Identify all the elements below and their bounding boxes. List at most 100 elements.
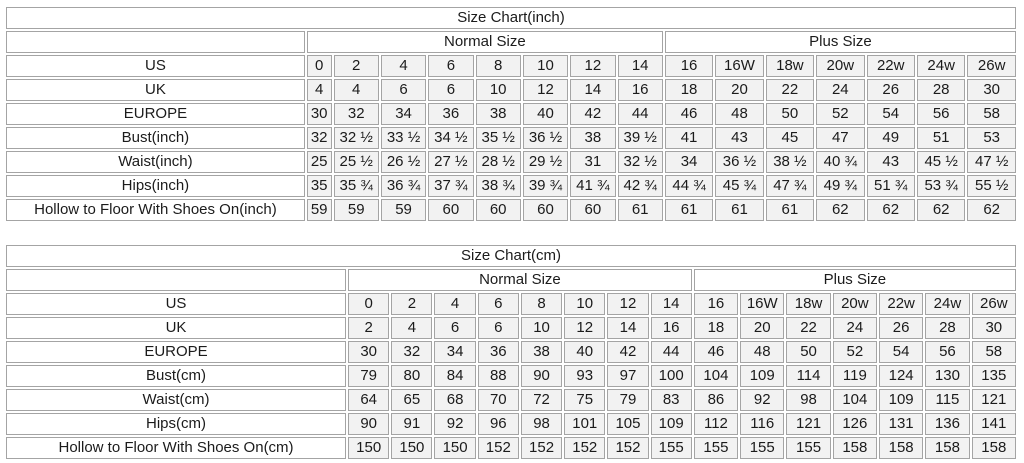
size-value-cell: 26: [866, 79, 915, 101]
size-value-cell: 90: [348, 413, 390, 435]
size-value-cell: 28: [925, 317, 970, 339]
size-value-cell: 46: [664, 103, 714, 125]
size-value-cell: 60: [428, 199, 474, 221]
size-value-cell: 101: [564, 413, 606, 435]
size-value-cell: 49: [866, 127, 915, 149]
size-value-cell: 75: [564, 389, 606, 411]
size-row: UK 4 4 6 6 10 12 14 16 18 20 22 24 26 28 30: [6, 79, 1016, 101]
size-value-cell: 40: [522, 103, 569, 125]
size-value-cell: 16: [650, 317, 692, 339]
size-value-cell: 32: [391, 341, 433, 363]
size-value-cell: 10: [520, 317, 563, 339]
size-value-cell: 79: [607, 389, 649, 411]
size-value-cell: 53 ¾: [916, 175, 966, 197]
size-value-cell: 14: [607, 317, 649, 339]
size-value-cell: 136: [925, 413, 970, 435]
size-value-cell: 42 ¾: [617, 175, 663, 197]
size-value-cell: 26: [878, 317, 924, 339]
size-value-cell: 51: [916, 127, 966, 149]
size-value-cell: 20w: [816, 55, 865, 77]
size-value-cell: 97: [607, 365, 649, 387]
size-value-cell: 4: [380, 55, 427, 77]
size-value-cell: 10: [564, 293, 606, 315]
size-value-cell: 43: [866, 151, 915, 173]
size-value-cell: 121: [786, 413, 831, 435]
row-label: Bust(cm): [6, 365, 347, 387]
size-value-cell: 104: [693, 365, 739, 387]
size-row: UK 2 4 6 6 10 12 14 16 18 20 22 24 26 28 30: [6, 317, 1016, 339]
size-row: Hollow to Floor With Shoes On(inch) 59 59 5…: [6, 199, 1016, 221]
size-value-cell: 72: [520, 389, 563, 411]
table-title: Size Chart(inch): [6, 7, 1016, 29]
size-value-cell: 38 ½: [765, 151, 815, 173]
size-value-cell: 36 ½: [522, 127, 569, 149]
row-label: UK: [6, 79, 305, 101]
normal-size-header: Normal Size: [348, 269, 692, 291]
size-value-cell: 60: [570, 199, 616, 221]
size-value-cell: 40 ¾: [816, 151, 865, 173]
size-value-cell: 47: [816, 127, 865, 149]
size-value-cell: 38 ¾: [475, 175, 521, 197]
size-value-cell: 16: [693, 293, 739, 315]
size-value-cell: 59: [380, 199, 427, 221]
size-row: US 0 2 4 6 8 10 12 14 16 16W 18w 20w 22w 24w 26w: [6, 55, 1016, 77]
size-value-cell: 25: [306, 151, 332, 173]
size-value-cell: 46: [693, 341, 739, 363]
size-value-cell: 155: [786, 437, 831, 459]
size-value-cell: 88: [477, 365, 519, 387]
size-value-cell: 92: [434, 413, 476, 435]
size-value-cell: 59: [333, 199, 379, 221]
plus-size-header: Plus Size: [664, 31, 1016, 53]
size-value-cell: 92: [740, 389, 785, 411]
size-row: US 0 2 4 6 8 10 12 14 16 16W 18w 20w 22w 24w 26w: [6, 293, 1016, 315]
size-value-cell: 53: [967, 127, 1016, 149]
size-value-cell: 79: [348, 365, 390, 387]
size-value-cell: 155: [650, 437, 692, 459]
size-value-cell: 2: [391, 293, 433, 315]
size-value-cell: 43: [715, 127, 764, 149]
size-value-cell: 48: [740, 341, 785, 363]
size-value-cell: 114: [786, 365, 831, 387]
size-value-cell: 109: [740, 365, 785, 387]
size-value-cell: 32: [333, 103, 379, 125]
size-value-cell: 48: [715, 103, 764, 125]
size-value-cell: 14: [570, 79, 616, 101]
size-value-cell: 50: [786, 341, 831, 363]
size-row: EUROPE 30 32 34 36 38 40 42 44 46 48 50 52 54 56 58: [6, 341, 1016, 363]
size-value-cell: 20: [715, 79, 764, 101]
size-value-cell: 32 ½: [617, 151, 663, 173]
size-value-cell: 158: [878, 437, 924, 459]
size-value-cell: 47 ¾: [765, 175, 815, 197]
size-value-cell: 36 ¾: [380, 175, 427, 197]
size-value-cell: 61: [765, 199, 815, 221]
size-value-cell: 56: [916, 103, 966, 125]
size-value-cell: 155: [740, 437, 785, 459]
size-value-cell: 36: [428, 103, 474, 125]
size-value-cell: 6: [428, 55, 474, 77]
size-value-cell: 91: [391, 413, 433, 435]
size-value-cell: 42: [607, 341, 649, 363]
size-value-cell: 38: [570, 127, 616, 149]
row-label: Waist(inch): [6, 151, 305, 173]
size-value-cell: 64: [348, 389, 390, 411]
size-value-cell: 155: [693, 437, 739, 459]
size-value-cell: 8: [475, 55, 521, 77]
size-value-cell: 100: [650, 365, 692, 387]
size-value-cell: 45 ¾: [715, 175, 764, 197]
size-value-cell: 24: [832, 317, 877, 339]
group-header-row: Normal Size Plus Size: [6, 31, 1016, 53]
size-value-cell: 14: [617, 55, 663, 77]
size-value-cell: 28 ½: [475, 151, 521, 173]
size-value-cell: 4: [434, 293, 476, 315]
size-value-cell: 152: [520, 437, 563, 459]
size-value-cell: 150: [348, 437, 390, 459]
size-value-cell: 59: [306, 199, 332, 221]
size-charts-container: Size Chart(inch) Normal Size Plus Size US 0 2…: [4, 5, 1020, 461]
size-value-cell: 20: [740, 317, 785, 339]
size-value-cell: 24w: [916, 55, 966, 77]
size-value-cell: 65: [391, 389, 433, 411]
size-value-cell: 44: [650, 341, 692, 363]
size-value-cell: 109: [878, 389, 924, 411]
size-value-cell: 152: [477, 437, 519, 459]
size-value-cell: 4: [306, 79, 332, 101]
